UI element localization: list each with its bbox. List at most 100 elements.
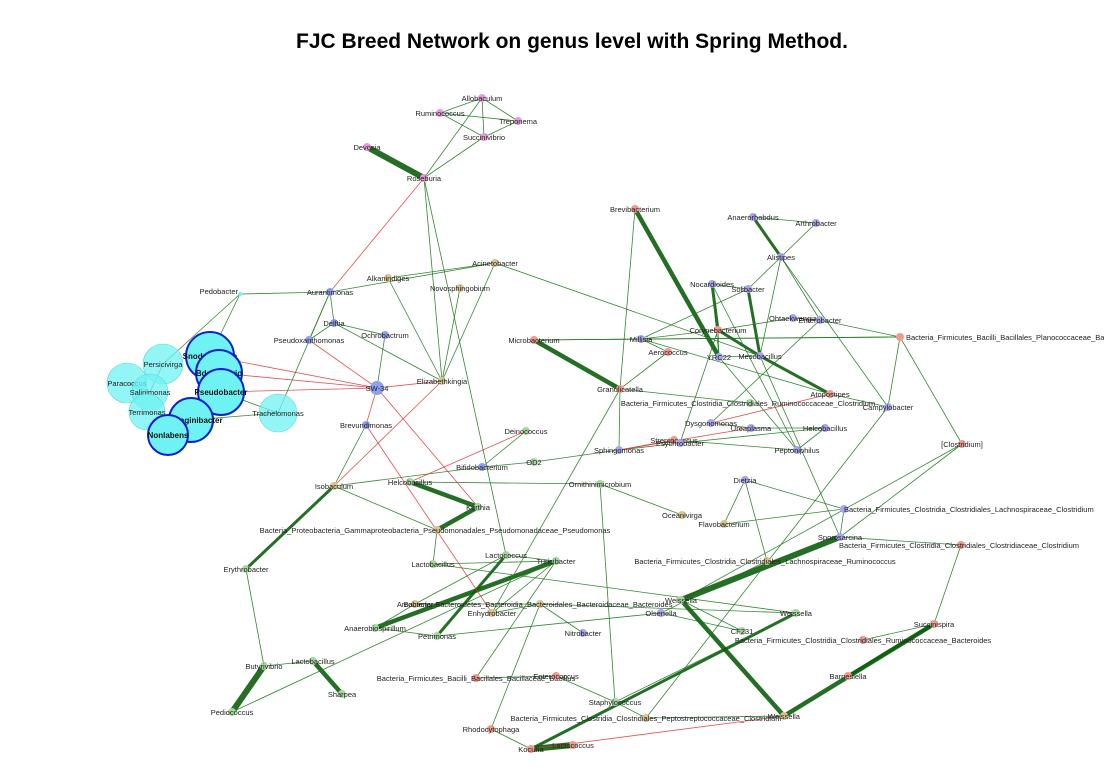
node-circle[interactable] (744, 285, 752, 293)
node-circle[interactable] (381, 331, 389, 339)
node-circle[interactable] (821, 424, 829, 432)
node-circle[interactable] (147, 414, 189, 456)
node-circle[interactable] (326, 288, 334, 296)
node-circle[interactable] (631, 205, 639, 213)
node-solibacter[interactable]: Solibacter (731, 285, 765, 294)
node-dietzia[interactable]: Dietzia (734, 476, 758, 485)
node-circle[interactable] (487, 725, 495, 733)
node-circle[interactable] (780, 712, 788, 720)
node-treponema[interactable]: Treponema (499, 117, 538, 126)
node-circle[interactable] (260, 662, 268, 670)
node-circle[interactable] (530, 458, 538, 466)
node-circle[interactable] (777, 253, 785, 261)
node-circle[interactable] (309, 657, 317, 665)
node-rhodocytophaga[interactable]: Rhodocytophaga (463, 725, 521, 734)
node-circle[interactable] (896, 333, 904, 341)
node-circle[interactable] (816, 316, 824, 324)
node-circle[interactable] (330, 482, 338, 490)
node-streptococcus[interactable]: Streptococcus (650, 436, 698, 445)
node-nocardioides[interactable]: Nocardioides (690, 280, 734, 289)
node-circle[interactable] (812, 219, 820, 227)
node-pediococcus[interactable]: Pediococcus (211, 708, 254, 717)
node-sharpea[interactable]: Sharpea (328, 690, 357, 699)
node-circle[interactable] (616, 385, 624, 393)
node-lactobacillus[interactable]: Lactobacillus (411, 560, 455, 569)
node-circle[interactable] (793, 446, 801, 454)
node-corynebacterium[interactable]: Corynebacterium (689, 326, 747, 335)
node-sporosarcina[interactable]: Sporosarcina (818, 533, 863, 542)
node-circle[interactable] (884, 403, 892, 411)
node-circle[interactable] (552, 557, 560, 565)
node-kocuria2[interactable]: Lactococcus (552, 741, 594, 750)
node-delftia[interactable]: Delftia (323, 319, 345, 328)
node-anaerorhabdus[interactable]: Anaerorhabdus (727, 213, 779, 222)
node-circle[interactable] (930, 620, 938, 628)
node-od2[interactable]: OD2 (526, 458, 542, 467)
node-bacteroidaceae[interactable]: Bacteria_Bacteroidetes_Bacteroidia_Bacte… (404, 600, 673, 609)
node-lachnospiraceae-ruminococcus[interactable]: Bacteria_Firmicutes_Clostridia_Clostridi… (634, 557, 896, 566)
node-microbacterium[interactable]: Microbacterium (508, 336, 560, 345)
node-circle[interactable] (756, 352, 764, 360)
node-circle[interactable] (429, 560, 437, 568)
node-ornithinimicrobium[interactable]: Ornithinimicrobium (569, 480, 632, 489)
node-flavobacterium[interactable]: Flavobacterium (698, 520, 750, 529)
node-clostridiaceae-clostridium[interactable]: Bacteria_Firmicutes_Clostridia_Clostridi… (839, 541, 1079, 550)
node-succinivibrio[interactable]: Succinivibrio (463, 133, 505, 142)
node-circle[interactable] (657, 609, 665, 617)
node-circle[interactable] (242, 565, 250, 573)
node-circle[interactable] (642, 714, 650, 722)
node-lactococcus[interactable]: Lactococcus (485, 551, 527, 560)
node-ureaplasma[interactable]: Ureaplasma (731, 424, 772, 433)
node-brevibacterium[interactable]: Brevibacterium (610, 205, 660, 214)
node-circle[interactable] (228, 708, 236, 716)
node-circle[interactable] (238, 292, 242, 296)
node-acinetobacter[interactable]: Acinetobacter (472, 259, 518, 268)
node-alloprevotella[interactable]: Allobaculum (462, 94, 503, 103)
node-circle[interactable] (741, 476, 749, 484)
node-nitrobacter[interactable]: Nitrobacter (565, 629, 602, 638)
node-circle[interactable] (474, 503, 482, 511)
node-kocuria[interactable]: Kocuria (518, 745, 545, 754)
node-circle[interactable] (792, 609, 800, 617)
node-deinococcus[interactable]: Deinococcus (505, 427, 548, 436)
node-enterobacter[interactable]: Enterobacter (799, 316, 842, 325)
node-circle[interactable] (370, 381, 384, 395)
node-enterococcus[interactable]: Enterococcus (533, 672, 579, 681)
node-circle[interactable] (707, 419, 715, 427)
node-peptoniphilus[interactable]: Peptoniphilus (774, 446, 820, 455)
node-olsenella[interactable]: Olsenella (645, 609, 677, 618)
node-millisia[interactable]: Millisia (630, 335, 653, 344)
node-sphingomonas[interactable]: Sphingomonas (594, 446, 644, 455)
node-circle[interactable] (714, 326, 722, 334)
node-granulicatella[interactable]: Granulicatella (597, 385, 644, 394)
node-bacillales-lactobacillus[interactable]: Bacteria_Firmicutes_Bacilli_Bacillales_B… (377, 674, 576, 683)
node-circle[interactable] (502, 551, 510, 559)
node-dysgonomonas[interactable]: Dysgonomonas (685, 419, 737, 428)
node-clostridiaceae-rumino[interactable]: Bacteria_Firmicutes_Clostridia_Clostridi… (621, 399, 875, 408)
node-circle[interactable] (569, 741, 577, 749)
node-novosphingobium[interactable]: Novosphingobium (430, 284, 490, 293)
node-circle[interactable] (406, 478, 414, 486)
node-bifidobacterium[interactable]: Bifidobacterium (456, 463, 508, 472)
node-helcococcus[interactable]: Helcobacillus (803, 424, 847, 433)
node-weissella2[interactable]: Weissella (780, 609, 813, 618)
node-circle[interactable] (670, 436, 678, 444)
node-pseudoxanthomonas[interactable]: Pseudoxanthomonas (274, 336, 345, 345)
node-circle[interactable] (530, 336, 538, 344)
node-circle[interactable] (579, 629, 587, 637)
node-turicibacter[interactable]: Turicibacter (537, 557, 576, 566)
node-aurantimonas[interactable]: Aurantimonas (307, 288, 354, 297)
node-ochrobactrum[interactable]: Ochrobactrum (361, 331, 409, 340)
node-circle[interactable] (438, 377, 446, 385)
node-circle[interactable] (305, 336, 313, 344)
node-circle[interactable] (611, 698, 619, 706)
node-circle[interactable] (384, 274, 392, 282)
node-circle[interactable] (678, 511, 686, 519)
node-circle[interactable] (664, 348, 672, 356)
node-sw34[interactable]: SW-34 (366, 381, 389, 395)
node-circle[interactable] (491, 259, 499, 267)
node-elizabethkingia[interactable]: Elizabethkingia (417, 377, 468, 386)
node-pseudobacter[interactable]: Pseudobacter (195, 368, 248, 416)
node-circle[interactable] (362, 421, 370, 429)
node-circle[interactable] (411, 600, 419, 608)
